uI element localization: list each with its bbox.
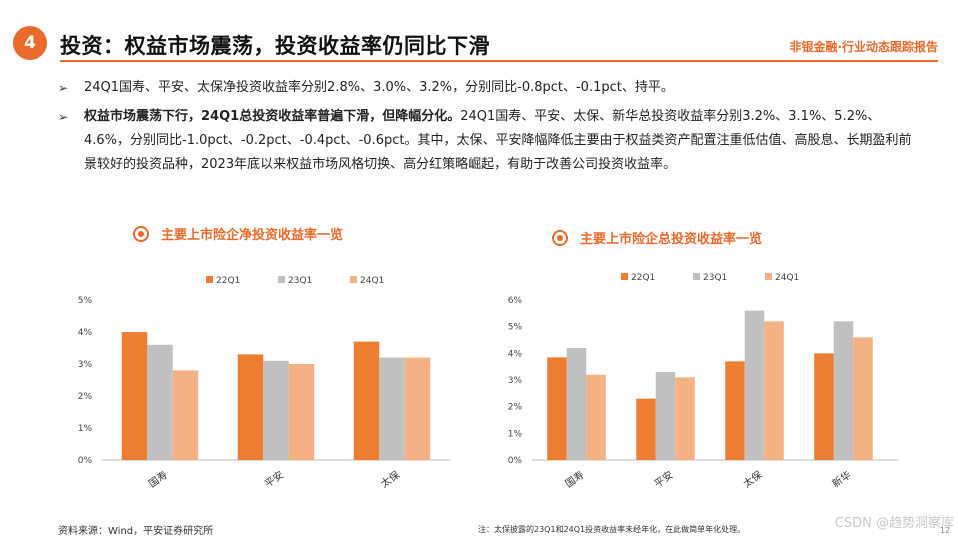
- legend-label: 22Q1: [216, 276, 240, 286]
- y-tick-label: 0%: [78, 456, 93, 466]
- slide-header: 4 投资：权益市场震荡，投资收益率仍同比下滑 非银金融·行业动态跟踪报告: [0, 0, 958, 62]
- slide-title: 投资：权益市场震荡，投资收益率仍同比下滑: [60, 34, 490, 58]
- source-note: 资料来源：Wind，平安证券研究所: [58, 526, 214, 537]
- bar: [353, 341, 380, 460]
- bullet-text: 24Q1国寿、平安、太保、新华总投资收益率分别3.2%、3.1%、5.2%、4.…: [84, 109, 912, 172]
- legend-swatch: [278, 276, 285, 283]
- target-icon: [133, 225, 149, 242]
- target-icon: [552, 229, 568, 246]
- page-number: 12: [939, 526, 950, 535]
- y-tick-label: 2%: [508, 403, 523, 413]
- bar: [147, 344, 173, 460]
- x-category-label: 平安: [262, 468, 286, 490]
- bullet-bold-text: 权益市场震荡下行，24Q1总投资收益率普遍下滑，但降幅分化。: [84, 109, 461, 124]
- y-tick-label: 4%: [508, 349, 523, 359]
- arrow-bullet-icon: ➢: [58, 110, 69, 124]
- bar: [744, 310, 765, 460]
- x-category-label: 国寿: [563, 468, 587, 490]
- y-tick-label: 3%: [78, 360, 93, 370]
- y-tick-label: 0%: [508, 456, 523, 466]
- section-number-badge: 4: [13, 26, 47, 60]
- arrow-bullet-icon: ➢: [58, 81, 69, 95]
- legend-swatch: [621, 273, 628, 280]
- bar: [172, 370, 199, 460]
- bar: [655, 372, 676, 460]
- legend-swatch: [765, 273, 772, 280]
- x-category-label: 太保: [378, 468, 402, 490]
- legend-label: 23Q1: [288, 276, 312, 286]
- legend-swatch: [693, 273, 700, 280]
- bar: [725, 361, 745, 460]
- legend-swatch: [206, 276, 213, 283]
- y-tick-label: 5%: [508, 323, 523, 333]
- legend-label: 23Q1: [703, 273, 727, 283]
- bar: [263, 360, 289, 460]
- y-tick-label: 3%: [508, 376, 523, 386]
- bullet-item: ➢ 权益市场震荡下行，24Q1总投资收益率普遍下滑，但降幅分化。24Q1国寿、平…: [58, 105, 918, 177]
- header-divider: [60, 60, 938, 62]
- y-tick-label: 5%: [78, 296, 93, 306]
- bar: [288, 364, 315, 460]
- bar: [566, 348, 587, 460]
- total-yield-bar-chart: 0% 1% 2% 3% 4% 5% 6% 22Q1 23Q1 24Q1 国寿 平安 太保 新华: [508, 273, 898, 490]
- bullet-text: 24Q1国寿、平安、太保净投资收益率分别2.8%、3.0%、3.2%，分别同比-…: [84, 80, 674, 95]
- bar: [814, 353, 834, 460]
- net-yield-bar-chart: 0% 1% 2% 3% 4% 5% 22Q1 23Q1 24Q1 国寿 平安 太保: [78, 276, 450, 490]
- bar: [404, 357, 431, 460]
- y-tick-label: 4%: [78, 328, 93, 338]
- bar: [547, 357, 567, 460]
- bar: [586, 374, 606, 460]
- x-category-label: 平安: [652, 468, 676, 490]
- chart-title-text: 主要上市险企净投资收益率一览: [161, 228, 344, 243]
- legend-label: 24Q1: [775, 273, 799, 283]
- bar: [121, 332, 148, 460]
- report-tagline: 非银金融·行业动态跟踪报告: [789, 40, 938, 54]
- bar: [379, 357, 405, 460]
- x-category-label: 新华: [830, 468, 854, 490]
- legend-swatch: [350, 276, 357, 283]
- x-category-label: 国寿: [146, 468, 170, 490]
- chart-title-text: 主要上市险企总投资收益率一览: [580, 232, 763, 247]
- footnote: 注：太保披露的23Q1和24Q1投资收益率未经年化，在此做简单年化处理。: [478, 525, 746, 534]
- bullet-list: ➢ 24Q1国寿、平安、太保净投资收益率分别2.8%、3.0%、3.2%，分别同…: [58, 76, 918, 182]
- legend-label: 24Q1: [360, 276, 384, 286]
- legend-label: 22Q1: [631, 273, 655, 283]
- bar: [237, 354, 264, 460]
- y-tick-label: 1%: [508, 429, 523, 439]
- chart-title-net: 主要上市险企净投资收益率一览: [133, 224, 343, 243]
- bar: [764, 321, 784, 460]
- bar: [833, 321, 854, 460]
- bullet-item: ➢ 24Q1国寿、平安、太保净投资收益率分别2.8%、3.0%、3.2%，分别同…: [58, 76, 918, 100]
- y-tick-label: 6%: [508, 296, 523, 306]
- x-category-label: 太保: [741, 468, 765, 490]
- bar: [636, 398, 656, 460]
- bar: [853, 337, 873, 460]
- y-tick-label: 1%: [78, 424, 93, 434]
- bar: [675, 377, 695, 460]
- watermark: CSDN @趋势洞察库: [834, 516, 954, 531]
- y-tick-label: 2%: [78, 392, 93, 402]
- chart-title-total: 主要上市险企总投资收益率一览: [552, 228, 762, 247]
